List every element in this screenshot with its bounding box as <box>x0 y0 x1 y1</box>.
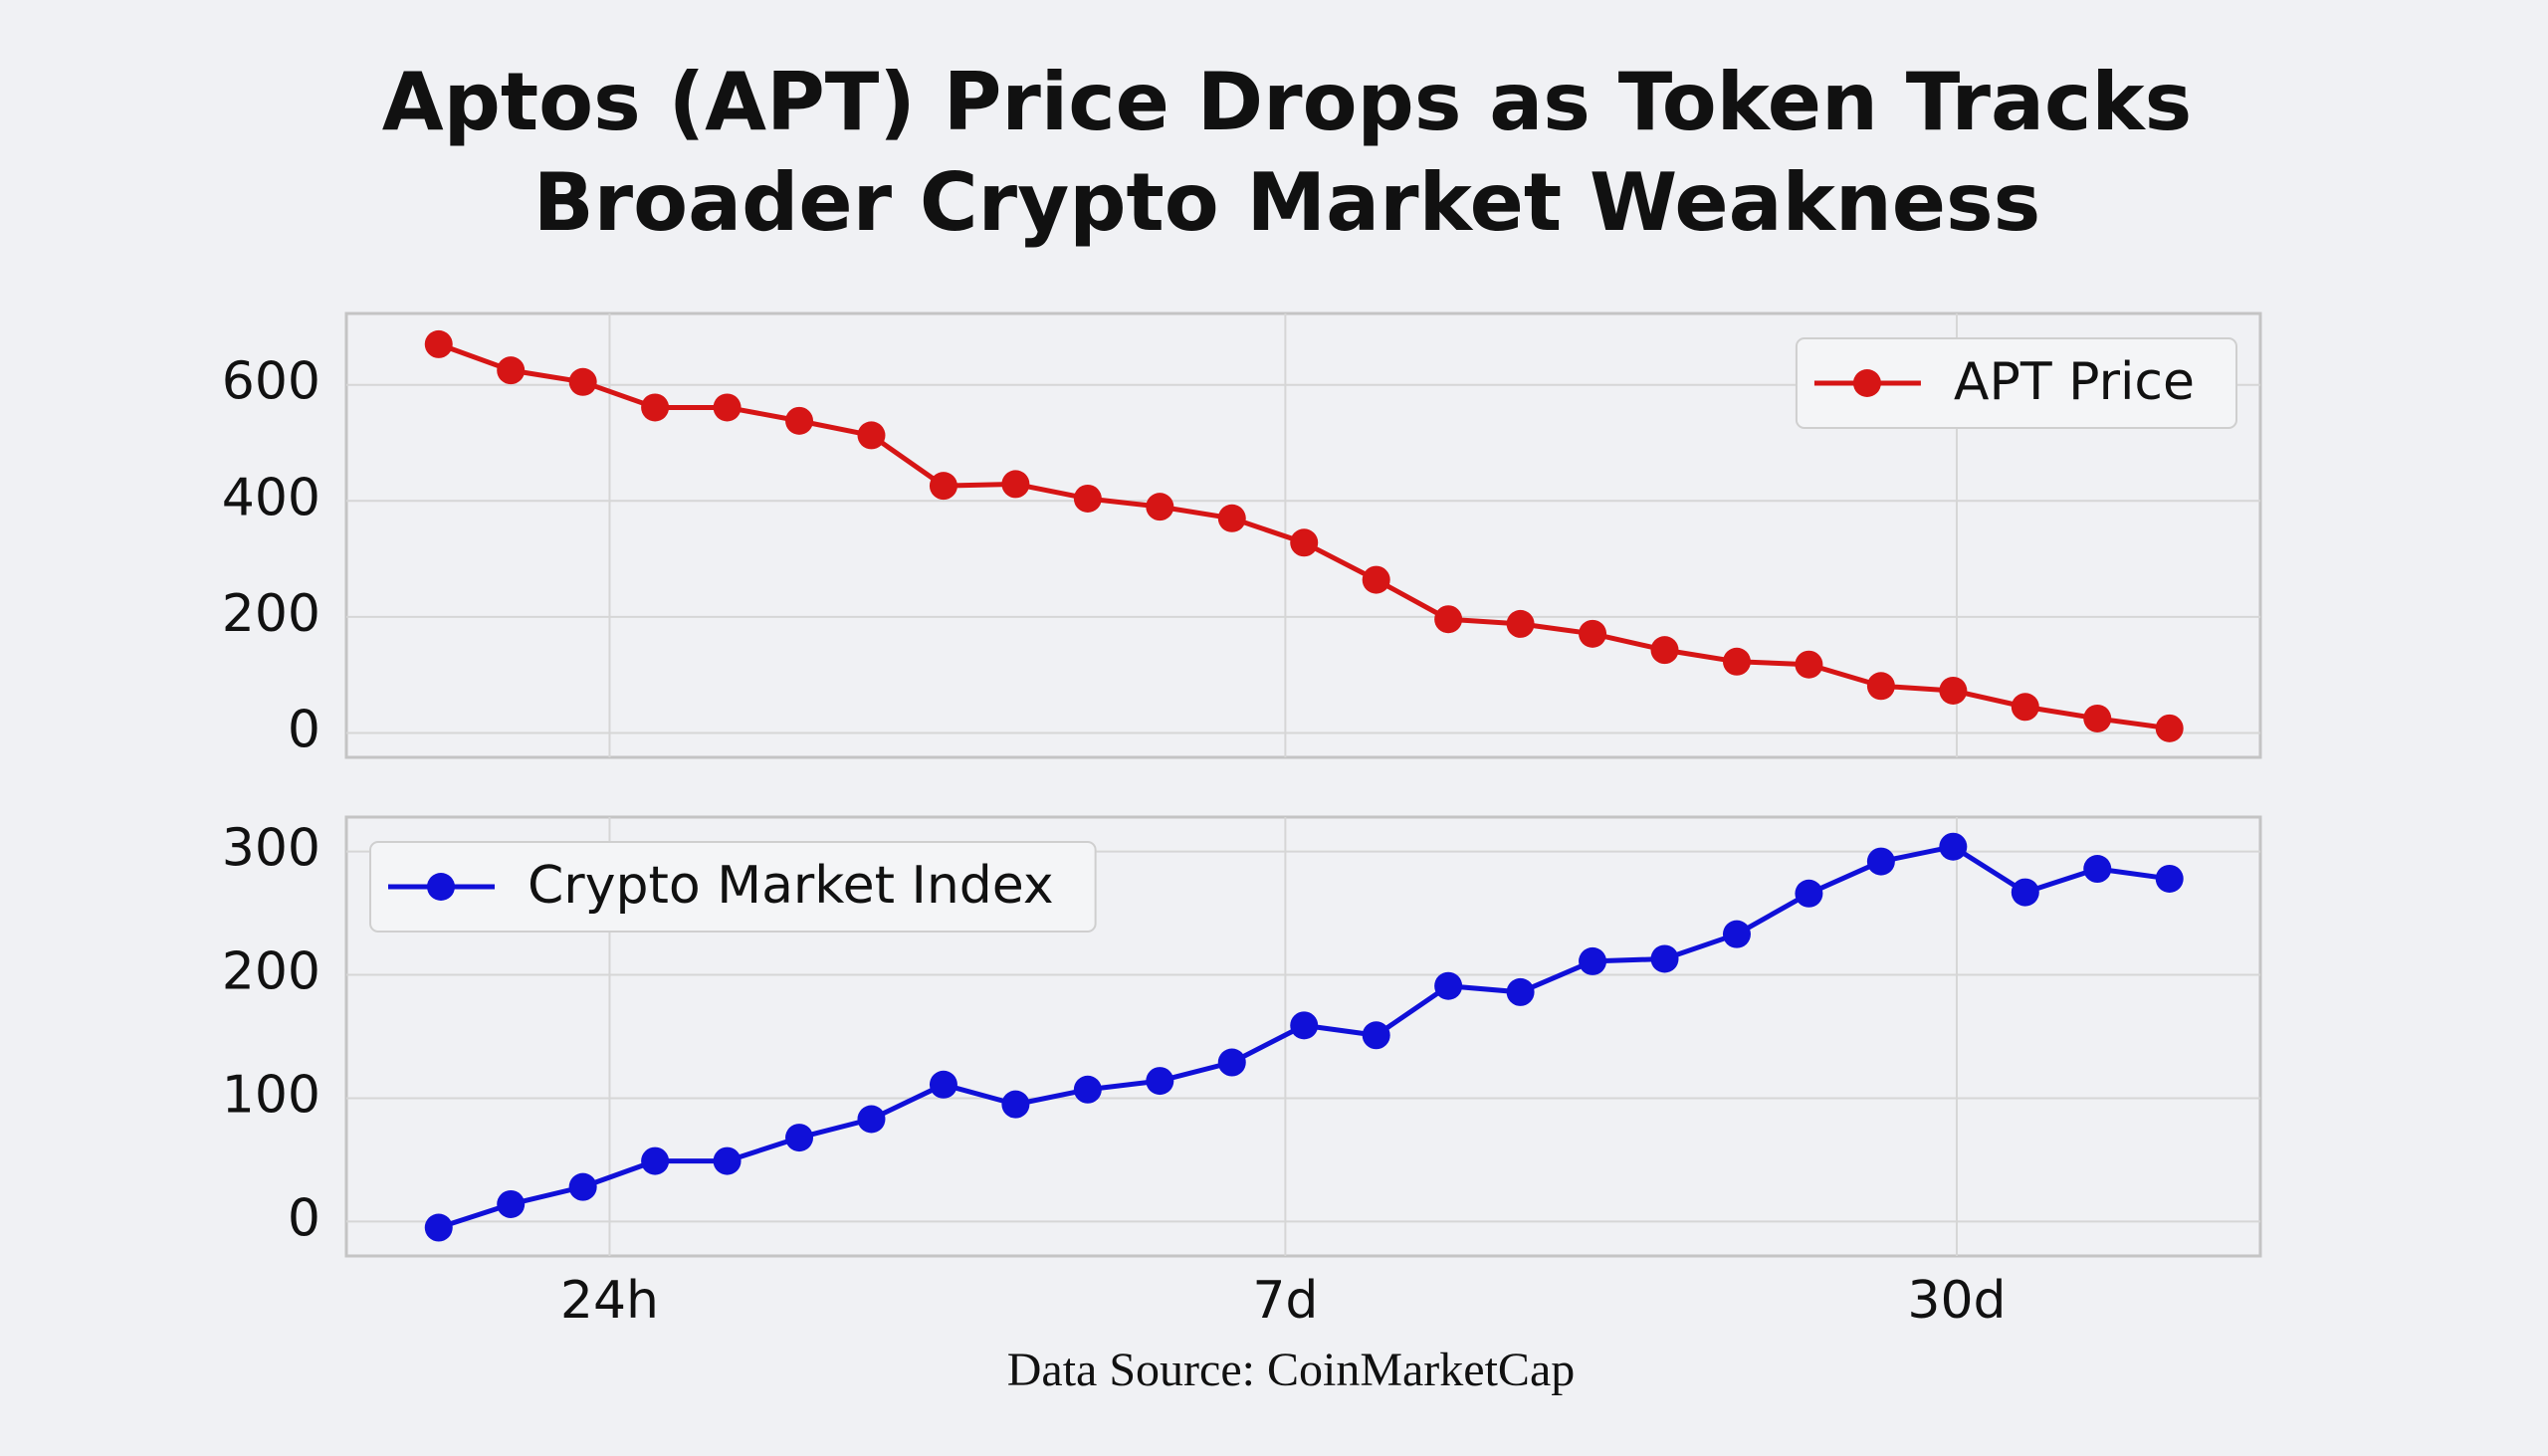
data-point <box>1866 672 1895 701</box>
data-point <box>1001 470 1030 499</box>
y-tick-label: 100 <box>222 1065 320 1125</box>
x-tick-label: 7d <box>1252 1271 1318 1331</box>
data-point <box>713 1146 742 1175</box>
data-point <box>2011 693 2039 722</box>
data-point <box>929 472 957 501</box>
data-point <box>641 393 670 422</box>
data-point <box>497 356 526 385</box>
data-point <box>1073 484 1102 513</box>
data-point <box>1866 847 1895 876</box>
legend-box <box>369 841 1097 933</box>
data-point <box>641 1146 670 1175</box>
y-tick-label: 200 <box>222 942 320 1002</box>
plot-area <box>344 815 2262 1258</box>
data-point <box>1722 647 1751 676</box>
data-point <box>1795 650 1823 679</box>
x-tick-label: 24h <box>560 1271 659 1331</box>
data-point <box>1146 1067 1174 1096</box>
data-point <box>1579 946 1607 975</box>
data-point <box>1073 1075 1102 1104</box>
data-point <box>424 1213 453 1242</box>
data-point <box>1579 619 1607 648</box>
data-point <box>568 367 597 396</box>
data-point <box>2155 714 2184 742</box>
chart-title: Aptos (APT) Price Drops as Token Tracks <box>382 56 2192 148</box>
data-point <box>1795 879 1823 908</box>
legend-marker <box>1852 369 1881 397</box>
data-point <box>1939 676 1968 705</box>
data-point <box>1939 832 1968 861</box>
data-point <box>1506 609 1535 638</box>
data-point <box>1722 920 1751 948</box>
y-tick-label: 0 <box>288 1188 320 1248</box>
source-note: Data Source: CoinMarketCap <box>1007 1344 1576 1396</box>
x-tick-label: 30d <box>1907 1271 2006 1331</box>
data-point <box>1650 636 1679 665</box>
legend: Crypto Market Index <box>369 841 1097 933</box>
data-point <box>713 393 742 422</box>
y-tick-label: 200 <box>222 584 320 644</box>
data-point <box>1434 971 1463 1000</box>
data-point <box>1001 1090 1030 1119</box>
data-point <box>2083 704 2112 732</box>
data-point <box>857 421 886 450</box>
data-point <box>2011 878 2039 907</box>
y-tick-label: 600 <box>222 352 320 412</box>
data-point <box>1506 977 1535 1006</box>
y-tick-label: 300 <box>222 819 320 879</box>
data-point <box>785 1124 814 1152</box>
legend-label: APT Price <box>1954 352 2195 412</box>
data-point <box>1362 1021 1390 1050</box>
legend: APT Price <box>1795 337 2237 429</box>
data-point <box>1434 605 1463 634</box>
data-point <box>1362 565 1390 594</box>
data-point <box>1650 944 1679 973</box>
plot-area <box>344 312 2262 759</box>
data-point <box>424 329 453 358</box>
data-point <box>785 406 814 435</box>
y-tick-label: 0 <box>288 701 320 760</box>
data-point <box>1146 493 1174 521</box>
legend-box <box>1795 337 2237 429</box>
data-point <box>1290 528 1319 557</box>
y-tick-label: 400 <box>222 468 320 527</box>
data-point <box>497 1189 526 1218</box>
data-point <box>1217 504 1246 532</box>
legend-marker <box>427 873 455 901</box>
data-point <box>2155 864 2184 893</box>
data-point <box>568 1172 597 1201</box>
data-point <box>929 1070 957 1099</box>
legend-label: Crypto Market Index <box>528 856 1054 916</box>
chart-title: Broader Crypto Market Weakness <box>533 156 2041 249</box>
data-point <box>1217 1048 1246 1077</box>
data-point <box>1290 1011 1319 1040</box>
data-point <box>857 1105 886 1134</box>
data-point <box>2083 855 2112 884</box>
